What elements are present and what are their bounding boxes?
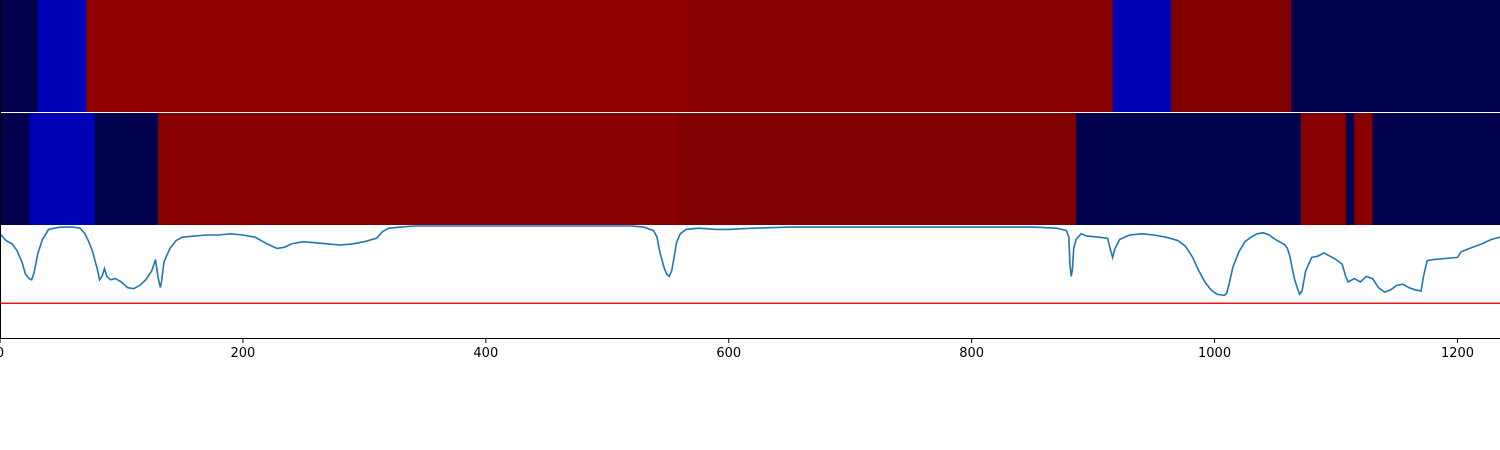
heatmap-track-1 xyxy=(0,0,1500,112)
line-panel xyxy=(0,225,1500,338)
track-1-segment-3 xyxy=(689,0,1114,112)
x-tick-label: 800 xyxy=(959,346,984,361)
track-2-segment-1 xyxy=(29,113,96,225)
x-tick-label: 0 xyxy=(0,346,4,361)
line-panel-background xyxy=(0,226,1500,338)
track-1-segment-1 xyxy=(37,0,87,112)
track-2-segment-7 xyxy=(1345,113,1355,225)
heatmap-track-2 xyxy=(0,113,1500,225)
track-1-segment-6 xyxy=(1291,0,1500,112)
track-1-segment-4 xyxy=(1112,0,1172,112)
x-tick-label: 200 xyxy=(231,346,256,361)
x-tick-label: 400 xyxy=(473,346,498,361)
track-2-segment-2 xyxy=(94,113,159,225)
track-1-segment-5 xyxy=(1170,0,1292,112)
track-2-segment-0 xyxy=(0,113,30,225)
signal-line xyxy=(0,225,1500,297)
track-2-segment-6 xyxy=(1300,113,1347,225)
track-2-segment-3 xyxy=(157,113,678,225)
x-tick-label: 1000 xyxy=(1198,346,1231,361)
x-axis-ticks: 0 200 400 600 800 1000 1200 xyxy=(0,338,1474,361)
track-2-segment-5 xyxy=(1076,113,1302,225)
track-1-segment-2 xyxy=(86,0,691,112)
track-2-segment-8 xyxy=(1354,113,1374,225)
track-1-segment-0 xyxy=(0,0,39,112)
x-tick-label: 600 xyxy=(716,346,741,361)
track-2-segment-4 xyxy=(676,113,1077,225)
x-tick-label: 1200 xyxy=(1441,346,1474,361)
track-2-segment-9 xyxy=(1372,113,1500,225)
